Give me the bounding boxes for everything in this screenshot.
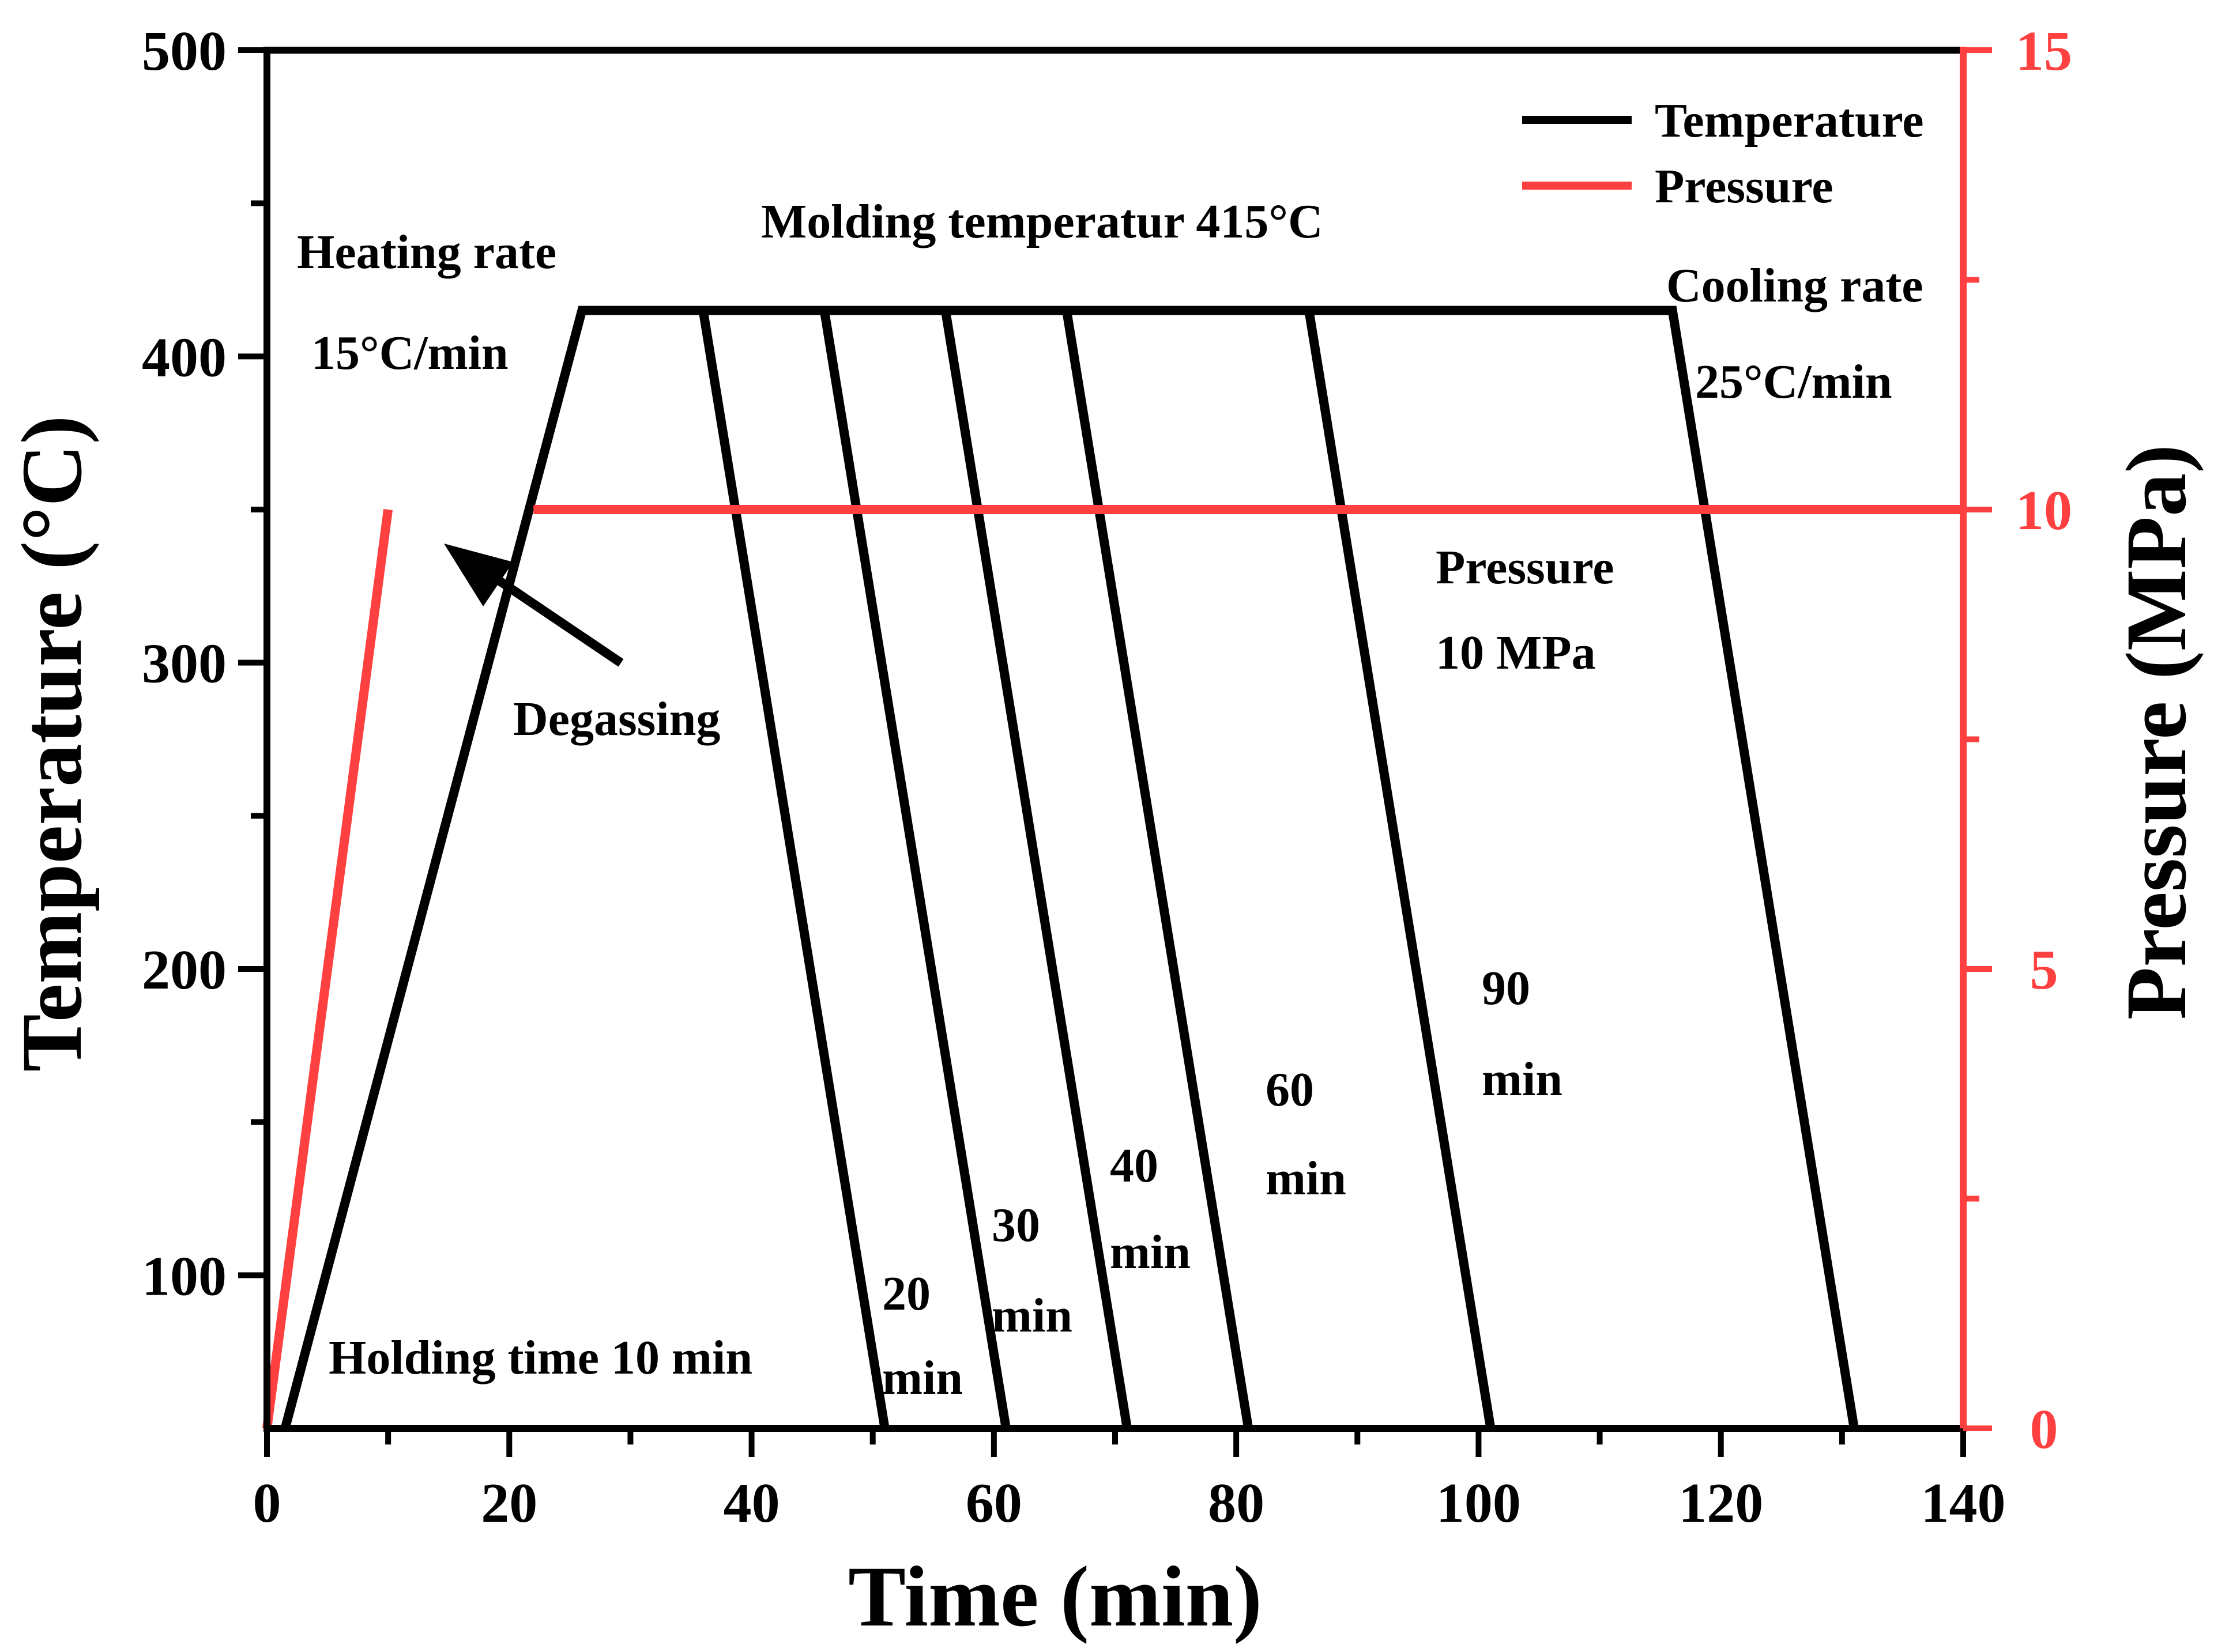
- y2-tick-label: 5: [2030, 939, 2058, 1001]
- x-tick-label: 0: [253, 1472, 281, 1534]
- x-tick-label: 120: [1678, 1472, 1763, 1534]
- annotation-hold-40-unit: min: [1110, 1225, 1191, 1279]
- annotation-degassing: Degassing: [513, 692, 720, 746]
- annotation-heating-rate: Heating rate: [297, 225, 556, 279]
- x-tick-label: 40: [724, 1472, 780, 1534]
- annotation-hold-30-unit: min: [992, 1289, 1072, 1342]
- annotation-molding-temperature: Molding temperatur 415°C: [761, 195, 1323, 248]
- annotation-pressure: Pressure: [1436, 541, 1614, 594]
- annotation-pressure-value: 10 MPa: [1436, 626, 1596, 680]
- y-tick-label: 400: [142, 326, 227, 389]
- y-tick-label: 300: [142, 633, 227, 695]
- annotation-hold-20-num: 20: [882, 1267, 931, 1321]
- legend-label-pressure: Pressure: [1655, 160, 1833, 213]
- series-line-temperature-30-min-hold: [819, 310, 1011, 1430]
- annotation-holding-time: Holding time 10 min: [329, 1331, 752, 1385]
- y-tick-label: 100: [142, 1245, 227, 1307]
- y2-tick-label: 0: [2030, 1398, 2058, 1461]
- annotation-hold-60-num: 60: [1266, 1063, 1314, 1117]
- annotation-heating-rate-value: 15°C/min: [311, 326, 509, 380]
- y-axis-title: Temperature (°C): [4, 416, 100, 1072]
- y-tick-label: 200: [142, 939, 227, 1001]
- series-line-temperature-20-min-hold: [698, 310, 890, 1430]
- tick-layer: 0 20 40 60 80 100 120 140 100 200 300 400 500 0 5 10 15: [142, 20, 2072, 1534]
- x-axis-title: Time (min): [848, 1549, 1262, 1645]
- annotation-hold-60-unit: min: [1266, 1152, 1346, 1205]
- x-tick-label: 100: [1436, 1472, 1521, 1534]
- annotation-hold-40-num: 40: [1110, 1139, 1158, 1193]
- y2-axis-title: Pressure (MPa): [2108, 444, 2204, 1020]
- series-layer: [262, 305, 1963, 1430]
- y-tick-label: 500: [142, 20, 227, 82]
- series-line-temperature: [280, 305, 1859, 1430]
- series-line-temperature-60-min-hold: [1062, 310, 1253, 1430]
- x-tick-label: 80: [1208, 1472, 1264, 1534]
- degassing-arrow: [444, 544, 624, 667]
- legend-label-temperature: Temperature: [1655, 94, 1924, 148]
- series-line-pressure: [262, 508, 393, 1430]
- legend: Temperature Pressure: [1522, 94, 1924, 213]
- x-tick-label: 60: [966, 1472, 1022, 1534]
- annotation-hold-90-unit: min: [1482, 1053, 1562, 1106]
- annotation-cooling-rate: Cooling rate: [1666, 259, 1923, 312]
- y2-tick-label: 10: [2016, 480, 2072, 542]
- annotation-cooling-rate-value: 25°C/min: [1695, 355, 1892, 409]
- annotation-hold-90-num: 90: [1482, 961, 1530, 1015]
- series-line-temperature-40-min-hold: [940, 310, 1132, 1430]
- annotation-hold-30-num: 30: [992, 1198, 1040, 1252]
- x-tick-label: 140: [1921, 1472, 2006, 1534]
- series-line-temperature-90-min-hold: [1304, 310, 1496, 1430]
- annotation-hold-20-unit: min: [882, 1351, 963, 1405]
- x-tick-label: 20: [481, 1472, 537, 1534]
- y2-tick-label: 15: [2016, 20, 2072, 82]
